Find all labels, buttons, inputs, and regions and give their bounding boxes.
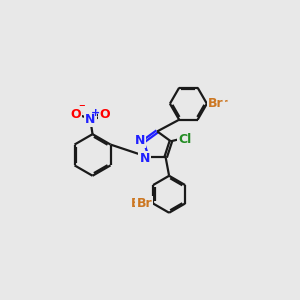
Text: N: N: [140, 152, 150, 165]
Text: N: N: [140, 152, 150, 165]
Text: N: N: [135, 134, 145, 147]
Text: Br: Br: [208, 97, 224, 110]
Text: Cl: Cl: [178, 133, 192, 146]
Text: Br: Br: [136, 197, 152, 211]
Text: O: O: [99, 107, 110, 121]
Text: N: N: [135, 134, 145, 147]
Text: O: O: [99, 108, 110, 121]
Text: N: N: [84, 112, 96, 126]
Text: O: O: [70, 108, 81, 121]
Text: ⁻: ⁻: [78, 103, 84, 116]
Text: N: N: [85, 113, 95, 126]
Text: +: +: [91, 108, 100, 118]
Text: Br: Br: [131, 197, 147, 211]
Text: Cl: Cl: [178, 133, 192, 146]
Text: ⁻: ⁻: [78, 103, 84, 116]
Text: Br: Br: [213, 97, 229, 110]
Text: O: O: [70, 107, 82, 121]
Text: +: +: [91, 108, 100, 118]
